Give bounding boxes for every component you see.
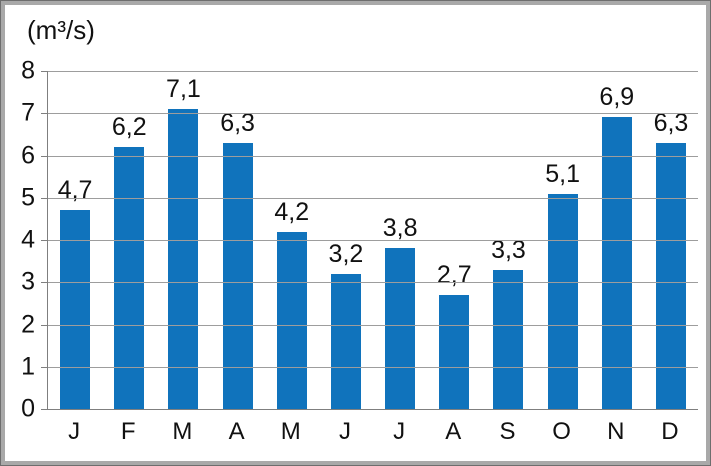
bar-column: 6,3 (211, 71, 265, 409)
y-axis-tick-label: 7 (21, 98, 35, 127)
bar (655, 142, 686, 409)
month-label: J (393, 418, 406, 445)
bar-column: 4,2 (265, 71, 319, 409)
bar-value-label: 4,7 (57, 176, 93, 205)
bar-column: 6,9 (590, 71, 644, 409)
bar (222, 142, 253, 409)
y-axis-tick (41, 240, 48, 241)
bar-value-label: 3,8 (382, 214, 418, 243)
plot-area: 4,7 6,2 7,1 6,3 4,2 3,2 3,8 2,7 3,3 5,1 6,9 6,3 (41, 71, 698, 410)
month-label: M (280, 418, 301, 445)
y-axis-tick-labels: 0 1 2 3 4 5 6 7 8 (1, 58, 37, 421)
bar-column: 6,2 (102, 71, 156, 409)
month-label: O (552, 418, 571, 445)
bar (385, 248, 416, 409)
bar-column: 3,8 (373, 71, 427, 409)
y-axis-tick-label: 3 (21, 267, 35, 296)
bar (168, 109, 199, 409)
bar-column: 7,1 (156, 71, 210, 409)
gridline (48, 71, 698, 72)
bar-value-label: 2,7 (436, 260, 472, 289)
bar-value-label: 3,3 (491, 235, 526, 264)
month-label: N (607, 418, 625, 445)
bar-column: 4,7 (48, 71, 102, 409)
bar (493, 269, 524, 409)
bar-value-label: 4,2 (274, 197, 310, 226)
gridline (48, 366, 698, 368)
bar (276, 231, 307, 409)
y-axis-tick-label: 1 (21, 352, 35, 381)
bar (114, 147, 145, 409)
y-axis-tick-label: 8 (21, 56, 35, 85)
bar-column: 3,2 (319, 71, 373, 409)
gridline (48, 240, 698, 241)
y-axis-tick (41, 197, 48, 199)
bar-columns: 4,7 6,2 7,1 6,3 4,2 3,2 3,8 2,7 3,3 5,1 6,9 6,3 (48, 71, 698, 409)
bar (439, 294, 470, 409)
gridline (48, 197, 698, 199)
y-axis-tick (41, 155, 48, 157)
bar-value-label: 3,2 (328, 239, 364, 268)
month-label: A (445, 418, 462, 445)
bar (547, 193, 578, 409)
month-label: D (661, 418, 679, 445)
y-axis-tick-label: 2 (21, 310, 35, 338)
y-axis-tick (41, 366, 48, 368)
y-axis-unit-label: (m³/s) (27, 15, 95, 45)
bar (60, 210, 91, 409)
y-axis-tick-label: 5 (21, 183, 35, 212)
bar-value-label: 6,2 (111, 113, 147, 142)
gridline (48, 113, 698, 115)
bar (601, 117, 632, 409)
month-label: A (228, 418, 245, 445)
month-label: F (120, 418, 136, 445)
y-axis-tick (41, 113, 48, 115)
gridline (48, 155, 698, 157)
month-label: S (499, 418, 516, 445)
bar-column: 5,1 (536, 71, 590, 409)
month-label: J (68, 418, 81, 445)
bar (330, 273, 361, 409)
y-axis-tick (41, 282, 48, 284)
y-axis-tick (41, 409, 48, 410)
bar-value-label: 6,3 (220, 108, 255, 137)
bar-value-label: 6,3 (653, 108, 689, 137)
bar-column: 6,3 (644, 71, 698, 409)
bar-value-label: 6,9 (599, 83, 635, 112)
month-label: M (172, 418, 193, 445)
bar-value-label: 5,1 (545, 159, 581, 188)
y-axis-tick-label: 0 (21, 394, 35, 423)
y-axis-tick-label: 6 (21, 141, 35, 169)
bar-column: 3,3 (481, 71, 535, 409)
gridline (48, 324, 698, 326)
month-label: J (338, 418, 351, 445)
bar-value-label: 7,1 (166, 75, 201, 104)
gridline (48, 282, 698, 284)
bar-column: 2,7 (427, 71, 481, 409)
y-axis-tick (41, 324, 48, 326)
y-axis-tick (41, 71, 48, 72)
y-axis-tick-label: 4 (21, 225, 35, 254)
